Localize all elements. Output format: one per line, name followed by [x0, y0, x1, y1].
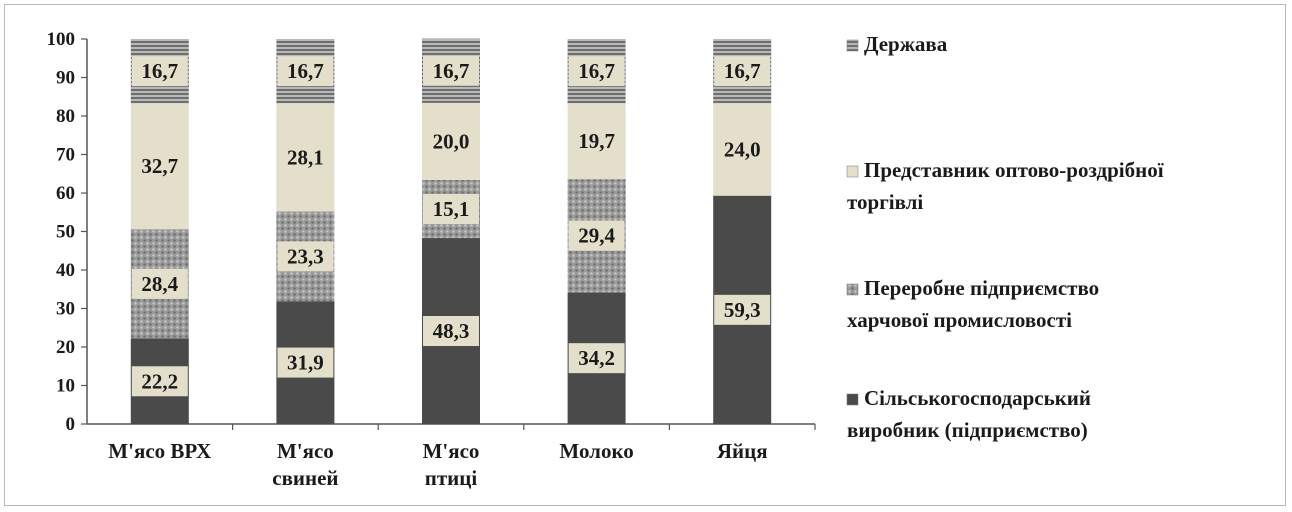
data-label-bg [423, 55, 479, 86]
x-category-label-line: М'ясо ВРХ [108, 439, 211, 463]
legend-swatch [846, 165, 859, 178]
data-label: 28,4 [141, 272, 178, 296]
y-tick-label: 70 [56, 145, 75, 166]
data-label: 59,3 [724, 298, 761, 322]
legend-label-line: Держава [864, 32, 948, 56]
x-category-label-line: Молоко [559, 439, 633, 463]
data-label: 16,7 [287, 59, 324, 83]
data-label: 20,0 [433, 129, 470, 153]
legend-label: Сільськогосподарський виробник (підприємс… [847, 386, 1091, 442]
data-label-bg [423, 126, 479, 157]
data-label: 16,7 [724, 59, 761, 83]
data-label: 29,4 [578, 224, 615, 248]
stacked-bar-chart: 0 10 20 30 40 50 60 70 80 90 100 М'ясо ВРХ М'ясо свин… [47, 29, 1164, 490]
data-label-bg [277, 142, 334, 173]
x-category-label-line: свиней [272, 466, 338, 490]
data-label-bg [714, 294, 771, 325]
data-label: 22,2 [141, 369, 178, 393]
legend-label-line: Представник оптово-роздрібної [864, 158, 1164, 182]
legend-swatch [846, 393, 859, 406]
data-label: 32,7 [141, 154, 178, 178]
data-label-bg [131, 151, 188, 182]
y-tick-label: 100 [47, 29, 76, 50]
legend-label-line: харчової промисловості [847, 308, 1072, 332]
legend-label-line: Переробне підприємство [864, 276, 1099, 300]
y-tick-label: 30 [56, 299, 75, 320]
chart-area: 0 10 20 30 40 50 60 70 80 90 100 М'ясо ВРХ М'ясо свин… [4, 4, 1286, 506]
data-label: 15,1 [433, 197, 470, 221]
data-label: 23,3 [287, 244, 324, 268]
legend-swatch [846, 283, 859, 296]
legend-swatch [846, 39, 859, 52]
data-label-bg [277, 241, 334, 272]
y-tick-label: 0 [66, 414, 76, 435]
data-label-bg [277, 347, 334, 378]
data-label: 16,7 [578, 59, 615, 83]
legend-label: Переробне підприємство харчової промислов… [847, 276, 1099, 332]
data-label-bg [568, 126, 625, 157]
data-label: 16,7 [433, 59, 470, 83]
x-category-label-line: М'ясо [277, 439, 334, 463]
legend-label-line: Сільськогосподарський [864, 386, 1091, 410]
x-category-label: М'ясо ВРХ [108, 439, 211, 463]
legend-label-line: виробник (підприємство) [847, 418, 1088, 442]
data-label-bg [714, 56, 771, 87]
data-label-bg [568, 343, 625, 374]
y-tick-label: 10 [56, 376, 75, 397]
y-tick-label: 50 [56, 222, 75, 243]
axes: 0 10 20 30 40 50 60 70 80 90 100 М'ясо ВРХ М'ясо свин… [47, 29, 816, 490]
x-category-label-line: Яйця [717, 439, 768, 463]
data-label: 28,1 [287, 145, 324, 169]
bars [130, 38, 772, 424]
x-category-label: М'ясо птиці [423, 439, 480, 490]
data-label-bg [423, 193, 479, 224]
data-label-bg [568, 220, 625, 251]
data-label-bg [131, 366, 188, 397]
data-label: 19,7 [578, 129, 615, 153]
y-tick-label: 20 [56, 337, 75, 358]
data-label-bg [131, 268, 188, 299]
data-label-bg [277, 56, 334, 87]
data-labels: 22,2 28,4 32,7 16,7 31,9 23,3 28,1 16,7 48,3 15,1… [131, 55, 771, 397]
y-tick-label: 60 [56, 183, 75, 204]
data-label: 31,9 [287, 351, 324, 375]
data-label: 24,0 [724, 137, 761, 161]
data-label-bg [423, 316, 479, 347]
legend-label: Держава [864, 32, 948, 56]
y-tick-label: 40 [56, 260, 75, 281]
legend-label: Представник оптово-роздрібної торгівлі [847, 158, 1164, 214]
data-label: 34,2 [578, 346, 615, 370]
x-category-label: М'ясо свиней [272, 439, 338, 490]
legend-label-line: торгівлі [847, 190, 923, 214]
data-label-bg [131, 56, 188, 87]
x-category-label: Молоко [559, 439, 633, 463]
x-category-label-line: М'ясо [423, 439, 480, 463]
x-category-label: Яйця [717, 439, 768, 463]
legend: Держава Представник оптово-роздрібної торг… [846, 32, 1164, 442]
data-label-bg [714, 134, 771, 165]
data-label-bg [568, 56, 625, 87]
y-tick-label: 90 [56, 68, 75, 89]
data-label: 48,3 [433, 319, 470, 343]
y-tick-label: 80 [56, 106, 75, 127]
x-category-label-line: птиці [425, 466, 478, 490]
data-label: 16,7 [141, 59, 178, 83]
